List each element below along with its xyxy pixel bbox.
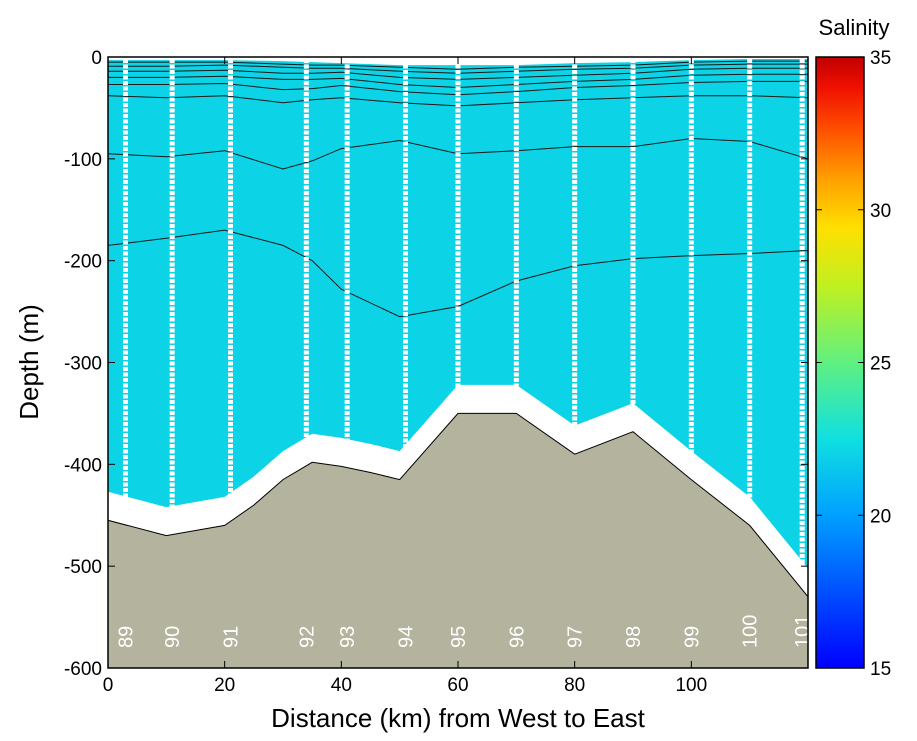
contour-line-2: [108, 67, 808, 80]
y-tick-label: -300: [64, 354, 102, 375]
contour-line-6: [108, 137, 808, 170]
contour-line-5: [108, 95, 808, 107]
x-tick-label: 60: [447, 675, 468, 696]
colorbar-ticks: 35 30 25 20 15: [816, 48, 891, 680]
station-label-101: 101: [792, 615, 814, 648]
x-tick-label: 20: [214, 675, 235, 696]
station-label-97: 97: [565, 626, 587, 648]
contour-line-4: [108, 80, 808, 96]
y-axis: 0 -100 -200 -300 -400 -500 -600: [64, 48, 808, 680]
contour-line-0: [108, 60, 808, 70]
colorbar-tick-label: 35: [870, 48, 891, 69]
y-tick-label: -500: [64, 557, 102, 578]
colorbar-tick-label: 25: [870, 354, 891, 375]
x-axis-title: Distance (km) from West to East: [271, 703, 645, 733]
colorbar-title: Salinity: [819, 15, 890, 40]
y-tick-label: -100: [64, 150, 102, 171]
seafloor-terrain: [108, 412, 808, 668]
x-tick-label: 40: [331, 675, 352, 696]
colorbar: [815, 56, 865, 669]
colorbar-tick-label: 20: [870, 506, 891, 527]
station-label-92: 92: [296, 626, 318, 648]
y-tick-label: 0: [91, 48, 102, 69]
x-tick-label: 0: [103, 675, 114, 696]
station-label-99: 99: [681, 626, 703, 648]
contour-line-1: [108, 63, 808, 74]
y-axis-title: Depth (m): [14, 304, 44, 420]
station-labels: 89 90 91 92 93 94 95 96 97 98 99 100 101: [116, 615, 815, 648]
contour-line-3: [108, 73, 808, 89]
x-axis: 0 20 40 60 80 100: [103, 57, 707, 696]
station-label-100: 100: [740, 615, 762, 648]
station-label-90: 90: [162, 626, 184, 648]
station-label-98: 98: [623, 626, 645, 648]
station-casts: [123, 59, 805, 580]
colorbar-tick-label: 15: [870, 659, 891, 680]
x-tick-label: 80: [564, 675, 585, 696]
station-label-89: 89: [116, 626, 138, 648]
station-label-95: 95: [448, 626, 470, 648]
y-tick-label: -400: [64, 455, 102, 476]
contour-line-7: [108, 229, 808, 318]
isohaline-contours: [108, 60, 808, 318]
x-tick-label: 100: [675, 675, 707, 696]
station-label-93: 93: [337, 626, 359, 648]
station-label-96: 96: [506, 626, 528, 648]
station-label-94: 94: [396, 626, 418, 648]
seafloor: [108, 384, 808, 668]
y-tick-label: -600: [64, 659, 102, 680]
colorbar-tick-label: 30: [870, 201, 891, 222]
station-label-91: 91: [221, 626, 243, 648]
y-tick-label: -200: [64, 252, 102, 273]
